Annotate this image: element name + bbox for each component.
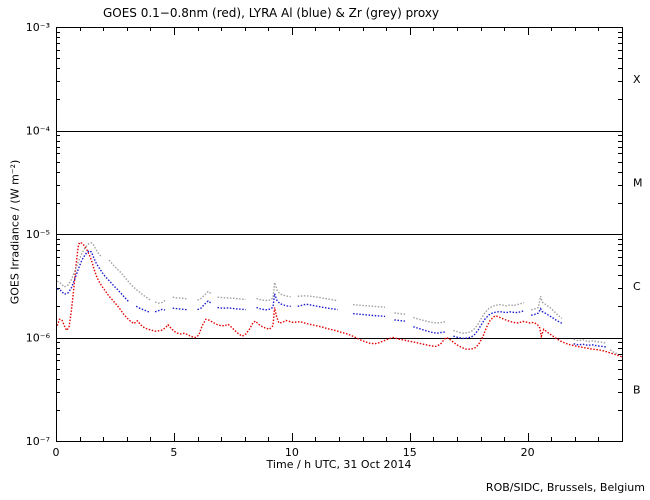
flare-class-label: C (633, 280, 641, 293)
y-tick-label: 10⁻⁴ (26, 125, 51, 138)
series-lyra-al-blue (56, 249, 607, 348)
chart-title: GOES 0.1−0.8nm (red), LYRA Al (blue) & Z… (102, 6, 440, 20)
x-tick-label: 20 (521, 446, 535, 459)
flare-class-label: X (633, 73, 641, 86)
series-lyra-zr-grey (56, 242, 619, 355)
x-tick-label: 10 (285, 446, 299, 459)
x-tick-label: 0 (53, 446, 60, 459)
x-tick-label: 5 (170, 446, 177, 459)
flare-class-label: B (633, 383, 641, 396)
flare-class-label: M (633, 176, 643, 189)
y-tick-label: 10⁻³ (26, 21, 50, 34)
y-tick-label: 10⁻⁵ (26, 228, 50, 241)
series-goes-red (56, 241, 623, 358)
plot-frame (56, 27, 623, 442)
y-axis-label: GOES Irradiance / (W m⁻²) (8, 159, 22, 305)
y-tick-label: 10⁻⁶ (26, 332, 51, 345)
y-tick-label: 10⁻⁷ (26, 435, 50, 448)
x-axis-label: Time / h UTC, 31 Oct 2014 (266, 458, 412, 471)
footer-credit: ROB/SIDC, Brussels, Belgium (485, 481, 645, 494)
x-tick-label: 15 (403, 446, 417, 459)
